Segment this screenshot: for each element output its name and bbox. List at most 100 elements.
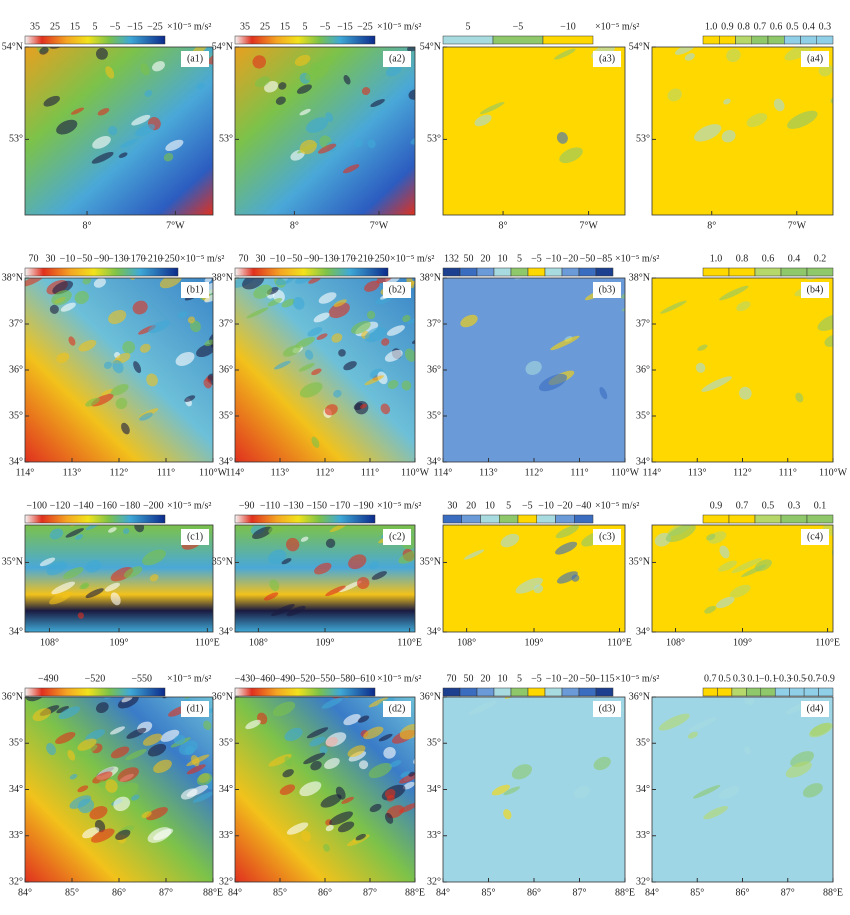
map-feature [117, 767, 139, 783]
map-feature [809, 722, 833, 738]
map-feature [79, 583, 89, 590]
map-feature [331, 333, 343, 343]
colorbar [24, 35, 166, 45]
panel-label: (d2) [389, 703, 406, 714]
map-feature [741, 564, 767, 578]
map-feature [389, 760, 402, 768]
map-feature [515, 577, 543, 594]
colorbar-segment [731, 687, 747, 697]
colorbar-label: 0.1 [814, 500, 827, 511]
map-feature [500, 533, 520, 548]
map-feature [665, 525, 696, 543]
map-feature [384, 349, 403, 362]
colorbar-label: −520 [295, 673, 316, 684]
map-feature [106, 9, 120, 22]
map-feature [295, 336, 316, 349]
colorbar-label: 5 [466, 21, 471, 32]
map-feature [76, 744, 98, 757]
colorbar-label: −40 [576, 500, 592, 511]
x-tick-label: 108° [40, 637, 59, 648]
map-feature [186, 764, 206, 775]
y-tick-label: 35° [427, 410, 441, 421]
colorbar-label: 20 [481, 253, 491, 264]
map-feature [93, 278, 106, 288]
map-feature [153, 759, 172, 774]
map [652, 47, 833, 215]
colorbar-segment [754, 267, 782, 277]
map-feature [692, 784, 721, 799]
map-feature [32, 708, 51, 722]
colorbar-label: −10 [270, 253, 286, 264]
colorbar-unit: ×10⁻⁵ m/s² [377, 673, 421, 684]
colorbar-segment [476, 687, 495, 697]
map-feature [846, 132, 850, 144]
colorbar-label: −85 [597, 253, 613, 264]
map-texture [660, 278, 833, 403]
map-texture [39, 525, 203, 619]
colorbar-segment [578, 267, 597, 277]
map-feature [697, 344, 708, 351]
map-feature [360, 403, 367, 409]
map-feature [306, 727, 329, 739]
colorbar-label: −5 [110, 21, 121, 32]
colorbar-label: −160 [96, 500, 117, 511]
map-feature [284, 727, 303, 742]
panel-label-box [801, 282, 829, 298]
y-tick-label: 35°N [212, 557, 233, 568]
x-tick-label: 112° [733, 467, 752, 478]
map-feature [370, 98, 385, 108]
map-feature [417, 61, 426, 69]
map-feature [366, 639, 390, 655]
map-feature [203, 47, 213, 54]
map-feature [479, 101, 505, 115]
map-feature [77, 612, 84, 619]
colorbar-label: 0.7 [704, 673, 717, 684]
map-feature [121, 422, 130, 435]
map-feature [131, 114, 151, 126]
colorbar-label: 20 [466, 500, 476, 511]
panel-label: (c4) [807, 531, 823, 542]
map-feature [82, 827, 100, 839]
y-tick-label: 33° [636, 830, 650, 841]
map-feature [69, 773, 78, 780]
panel-label-box [801, 701, 829, 717]
panel-label-box [181, 282, 209, 298]
map-feature [113, 796, 131, 812]
map-feature [366, 236, 380, 251]
colorbar-segment [767, 35, 785, 45]
map-feature [688, 717, 717, 732]
colorbar-label: 0.9 [710, 500, 723, 511]
y-tick-label: 36°N [420, 691, 441, 702]
map-feature [371, 571, 387, 580]
y-tick-label: 35°N [2, 557, 23, 568]
map-feature [398, 550, 415, 564]
y-tick-label: 53° [427, 134, 441, 145]
x-tick-label: 110°W [401, 467, 430, 478]
y-tick-label: 35° [219, 410, 233, 421]
colorbar-label: −10 [60, 253, 76, 264]
colorbar-label: 0.6 [762, 253, 775, 264]
x-tick-label: 88°E [615, 887, 635, 898]
colorbar-label: 0.2 [814, 253, 827, 264]
map-feature [386, 325, 405, 336]
y-tick-label: 37° [219, 318, 233, 329]
map-feature [305, 65, 329, 81]
y-tick-label: 32° [427, 876, 441, 887]
map-feature [282, 345, 301, 357]
panel-label: (a4) [807, 53, 823, 64]
panel-label-box [383, 529, 411, 545]
x-tick-label: 88°E [203, 887, 223, 898]
map-feature [253, 284, 273, 299]
colorbar-label: −140 [73, 500, 94, 511]
colorbar-unit: ×10⁻⁵ m/s² [390, 253, 434, 264]
colorbar-label: −460 [255, 673, 276, 684]
map-feature [687, 731, 699, 739]
x-tick-label: 113° [688, 467, 707, 478]
map-feature [364, 327, 387, 343]
y-tick-label: 35°N [420, 557, 441, 568]
map-feature [299, 139, 317, 155]
colorbar-segment [702, 267, 730, 277]
colorbar [234, 267, 389, 277]
colorbar-label: 5 [517, 253, 522, 264]
map-feature [267, 297, 283, 307]
